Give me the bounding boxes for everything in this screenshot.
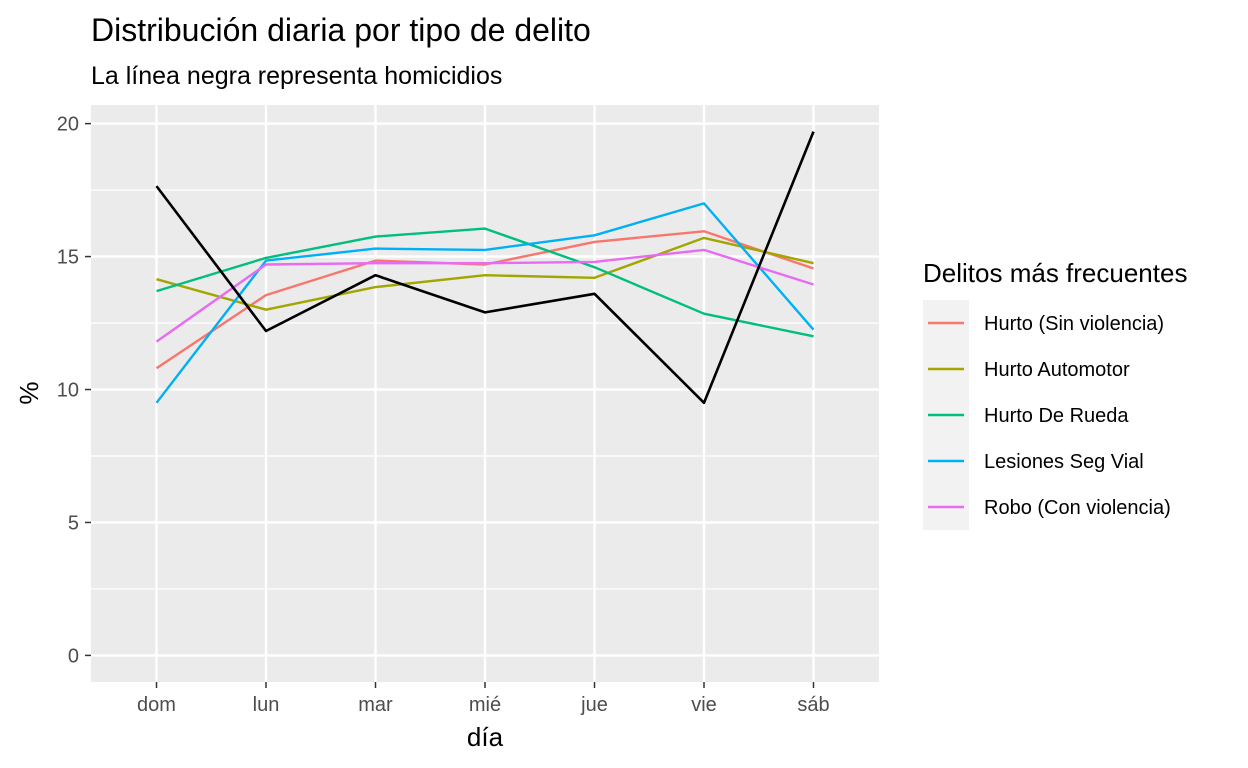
x-tick-label: mié xyxy=(469,694,501,716)
legend-title: Delitos más frecuentes xyxy=(923,258,1187,288)
legend-label: Hurto (Sin violencia) xyxy=(984,313,1164,335)
chart-title: Distribución diaria por tipo de delito xyxy=(91,12,591,48)
x-tick-label: lun xyxy=(253,694,280,716)
homicidios-line xyxy=(155,131,815,405)
legend-label: Hurto De Rueda xyxy=(984,405,1129,427)
y-tick-label: 15 xyxy=(57,247,79,269)
y-tick-label: 0 xyxy=(68,645,79,667)
legend-label: Robo (Con violencia) xyxy=(984,497,1171,519)
series-line-3 xyxy=(156,227,814,338)
legend-label: Hurto Automotor xyxy=(984,359,1130,381)
y-axis-title: % xyxy=(14,381,44,404)
series-line-4 xyxy=(155,202,815,404)
x-tick-label: vie xyxy=(691,694,717,716)
series-line-2 xyxy=(156,236,814,311)
x-tick-label: jue xyxy=(580,694,608,716)
series-lines xyxy=(155,131,815,405)
grid-major xyxy=(91,105,879,682)
x-tick-label: mar xyxy=(358,694,393,716)
x-tick-label: sáb xyxy=(797,694,829,716)
legend: Hurto (Sin violencia) Hurto Automotor Hurt… xyxy=(928,313,1171,519)
x-axis: dom lun mar mié jue vie sáb xyxy=(137,682,830,716)
y-axis: 0 5 10 15 20 xyxy=(57,114,91,667)
x-axis-title: día xyxy=(467,722,504,752)
series-line-5 xyxy=(155,248,814,343)
y-tick-label: 20 xyxy=(57,114,79,136)
series-line-1 xyxy=(155,230,814,370)
y-tick-label: 5 xyxy=(68,512,79,534)
y-tick-label: 10 xyxy=(57,380,79,402)
legend-label: Lesiones Seg Vial xyxy=(984,451,1144,473)
chart-subtitle: La línea negra representa homicidios xyxy=(91,62,502,90)
x-tick-label: dom xyxy=(137,694,176,716)
